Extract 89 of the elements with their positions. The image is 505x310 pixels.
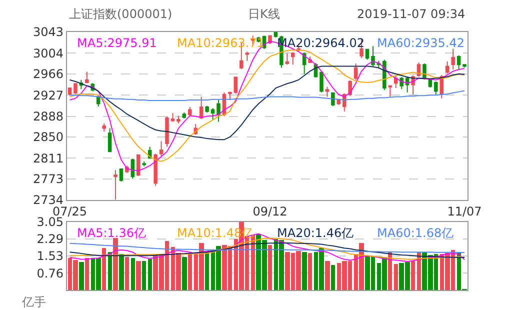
y-tick-label: 3043: [32, 25, 64, 40]
bar: [204, 251, 209, 290]
candlestick: [119, 168, 124, 182]
candlestick: [74, 82, 78, 94]
chart-title: 上证指数(000001): [69, 7, 172, 21]
bar: [118, 254, 124, 290]
candlestick: [245, 51, 250, 62]
candlestick: [165, 116, 169, 148]
candlestick: [440, 74, 444, 99]
bar: [112, 238, 118, 290]
candlestick: [114, 170, 118, 200]
candlestick: [285, 52, 290, 66]
candlestick: [456, 54, 461, 70]
candlestick: [434, 80, 438, 96]
series-label: MA20:1.46亿: [277, 226, 354, 240]
candlestick: [170, 112, 175, 122]
y-tick-label: 2.29: [36, 232, 64, 246]
candlestick: [451, 48, 455, 70]
bar: [108, 252, 112, 290]
candlestick: [462, 64, 466, 68]
line-series: [69, 66, 466, 140]
bar: [142, 261, 146, 290]
bar: [84, 258, 89, 290]
candlestick: [320, 71, 324, 93]
bar: [410, 261, 415, 290]
bar: [124, 257, 129, 290]
bar: [302, 252, 307, 290]
y-tick-label: 3004: [32, 46, 64, 60]
candlestick: [176, 115, 180, 124]
bar: [78, 262, 84, 290]
x-tick-label: 09/12: [252, 204, 288, 218]
series-label: MA60:1.68亿: [377, 226, 454, 240]
candlestick: [182, 112, 186, 119]
y-tick-label: 2966: [32, 67, 64, 82]
bar: [102, 248, 106, 290]
candlestick: [302, 52, 306, 74]
bar: [394, 264, 398, 290]
text: MA5:2975.91: [77, 36, 157, 50]
candlestick: [422, 63, 426, 79]
candlestick: [102, 122, 106, 132]
candlestick: [210, 108, 215, 120]
candlestick: [394, 76, 398, 88]
candlestick: [216, 99, 220, 122]
y-tick-label: 2773: [32, 172, 64, 186]
y-tick-label: 0.76: [36, 266, 64, 280]
bar: [130, 258, 135, 290]
bar: [148, 259, 152, 290]
text: 2019-11-07 09:34: [357, 7, 466, 21]
candlestick: [199, 96, 204, 120]
candlestick: [108, 128, 112, 153]
candlestick: [354, 63, 358, 80]
candlestick: [331, 92, 335, 106]
line-series: [69, 90, 466, 101]
line-series: [69, 242, 466, 254]
x-tick-label: 11/07: [447, 204, 482, 218]
candlestick: [365, 48, 370, 60]
y-tick-label: 2927: [32, 88, 64, 102]
candlestick: [85, 71, 89, 84]
candlestick: [228, 91, 232, 100]
text: MA60:2935.42: [377, 36, 464, 50]
candlestick: [154, 153, 158, 186]
bar: [324, 261, 330, 290]
bar: [416, 252, 421, 290]
series-label: MA5:1.36亿: [77, 226, 146, 240]
candlestick: [188, 106, 192, 116]
y-tick-label: 2811: [32, 151, 64, 166]
candlestick: [136, 154, 140, 177]
candlestick: [290, 52, 295, 66]
candlestick: [159, 140, 164, 157]
bar: [136, 261, 141, 290]
bar: [268, 245, 272, 290]
candlestick: [234, 76, 238, 94]
y-tick-label: 2850: [32, 130, 64, 144]
bar: [308, 253, 312, 290]
bar: [188, 253, 192, 290]
y-axis-title: 亿手: [21, 295, 46, 309]
bar: [182, 257, 187, 290]
line-series: [69, 238, 466, 260]
y-tick-label: 2888: [32, 109, 64, 124]
candlestick: [325, 86, 330, 98]
candlestick: [205, 105, 209, 113]
y-tick-label: 1.53: [36, 249, 64, 264]
candlestick: [142, 160, 146, 167]
line-series: [69, 242, 466, 258]
candlestick: [388, 84, 392, 98]
candlestick: [274, 32, 278, 38]
chart-subtitle: 日K线: [248, 7, 280, 21]
bar: [330, 265, 335, 290]
candlestick: [445, 60, 450, 74]
